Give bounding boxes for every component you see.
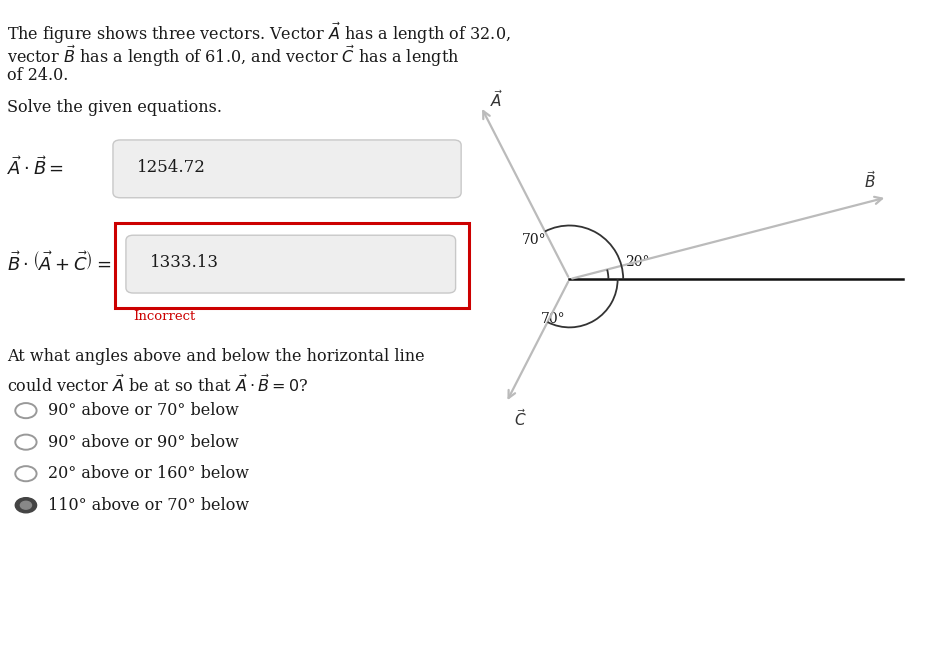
- Text: $\vec{B}$: $\vec{B}$: [864, 170, 876, 191]
- Text: 110° above or 70° below: 110° above or 70° below: [48, 497, 249, 514]
- Text: $\vec{A} \cdot \vec{B} =$: $\vec{A} \cdot \vec{B} =$: [7, 156, 65, 179]
- Text: $\vec{A}$: $\vec{A}$: [490, 89, 503, 110]
- Text: of 24.0.: of 24.0.: [7, 67, 69, 84]
- Text: $\vec{C}$: $\vec{C}$: [514, 408, 526, 429]
- Text: Incorrect: Incorrect: [133, 310, 195, 323]
- Text: 90° above or 70° below: 90° above or 70° below: [48, 402, 239, 419]
- Text: 90° above or 90° below: 90° above or 90° below: [48, 434, 239, 451]
- Text: 70°: 70°: [522, 233, 546, 247]
- Circle shape: [20, 501, 31, 509]
- Text: $\vec{B} \cdot \left(\vec{A} + \vec{C}\right) =$: $\vec{B} \cdot \left(\vec{A} + \vec{C}\r…: [7, 251, 112, 275]
- Text: 20°: 20°: [625, 255, 649, 269]
- FancyBboxPatch shape: [113, 140, 461, 198]
- Text: 20° above or 160° below: 20° above or 160° below: [48, 465, 249, 482]
- Text: could vector $\vec{A}$ be at so that $\vec{A} \cdot \vec{B} = 0$?: could vector $\vec{A}$ be at so that $\v…: [7, 374, 308, 396]
- Circle shape: [16, 498, 37, 512]
- Text: 1254.72: 1254.72: [137, 159, 206, 176]
- Text: The figure shows three vectors. Vector $\vec{A}$ has a length of 32.0,: The figure shows three vectors. Vector $…: [7, 21, 511, 46]
- Text: vector $\vec{B}$ has a length of 61.0, and vector $\vec{C}$ has a length: vector $\vec{B}$ has a length of 61.0, a…: [7, 44, 460, 69]
- Text: Solve the given equations.: Solve the given equations.: [7, 99, 222, 116]
- FancyBboxPatch shape: [115, 223, 469, 308]
- Text: 70°: 70°: [541, 311, 565, 326]
- Text: 1333.13: 1333.13: [150, 254, 219, 271]
- FancyBboxPatch shape: [126, 235, 456, 293]
- Text: At what angles above and below the horizontal line: At what angles above and below the horiz…: [7, 348, 425, 365]
